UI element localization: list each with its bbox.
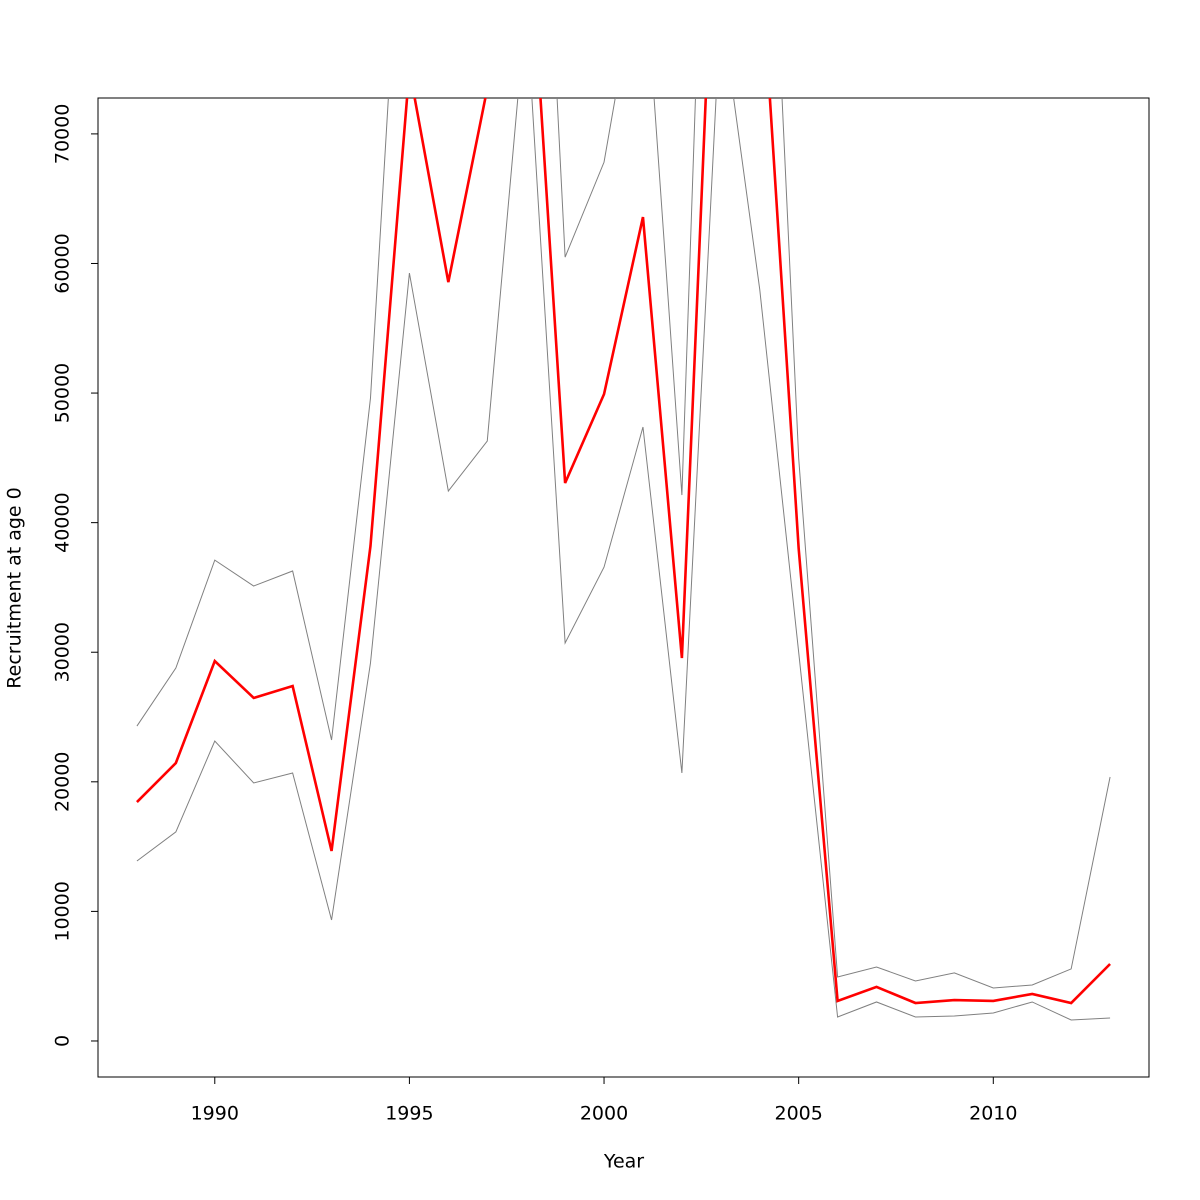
y-tick-label: 40000 [52, 492, 74, 552]
y-tick-label: 0 [52, 1035, 74, 1047]
y-tick-label: 60000 [52, 233, 74, 293]
y-tick-label: 70000 [52, 104, 74, 164]
x-tick-label: 1990 [191, 1103, 239, 1125]
x-axis-label: Year [603, 1151, 644, 1173]
y-tick-label: 50000 [52, 363, 74, 423]
y-tick-label: 30000 [52, 622, 74, 682]
y-axis-label: Recruitment at age 0 [4, 487, 26, 688]
series-line [136, 98, 1111, 989]
plot-area [136, 98, 1111, 1021]
series-line [136, 98, 1111, 1021]
plot-box [97, 97, 1150, 1078]
series-line [136, 98, 1111, 1005]
x-tick-label: 2000 [580, 1103, 628, 1125]
y-tick-label: 10000 [52, 881, 74, 941]
x-tick-label: 2010 [969, 1103, 1017, 1125]
x-tick-label: 1995 [385, 1103, 433, 1125]
x-tick-label: 2005 [774, 1103, 822, 1125]
y-tick-label: 20000 [52, 752, 74, 812]
